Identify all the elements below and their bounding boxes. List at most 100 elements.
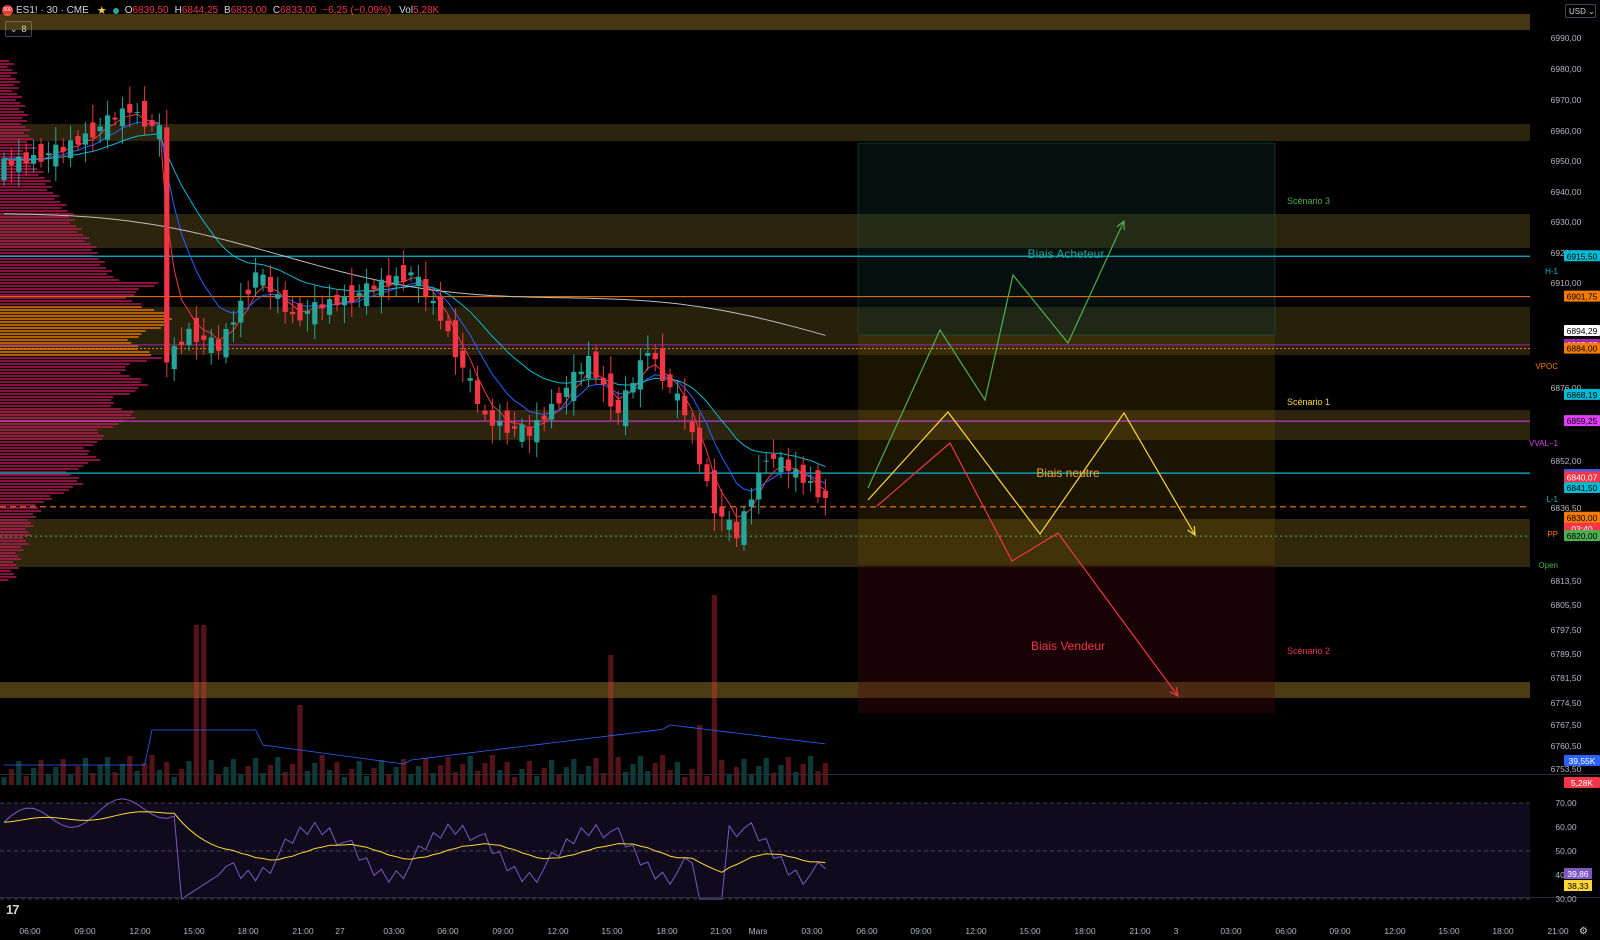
profile-bar xyxy=(0,129,31,131)
profile-bar xyxy=(0,252,98,254)
volume-bar xyxy=(430,773,436,785)
candle-body xyxy=(423,278,429,297)
candle-body xyxy=(245,289,251,295)
profile-bar xyxy=(0,204,67,206)
ema-slow-line xyxy=(3,133,826,468)
candle-body xyxy=(223,328,229,358)
biais-acheteur-label: Biais Acheteur xyxy=(1028,247,1105,261)
time-tick-label: 09:00 xyxy=(1329,926,1351,936)
scenario-2-box xyxy=(858,565,1275,713)
profile-bar xyxy=(0,504,36,506)
bullish-scenario-path xyxy=(867,220,1125,489)
price-badge-label: 6884,00 xyxy=(1567,344,1598,354)
candle-body xyxy=(793,469,799,478)
time-tick-label: 03:00 xyxy=(383,926,405,936)
volume-bar xyxy=(201,625,207,785)
currency-label: USD xyxy=(1569,7,1586,16)
candle-body xyxy=(23,152,29,164)
volume-bar xyxy=(615,757,621,785)
profile-bar xyxy=(0,579,9,581)
profile-bar xyxy=(0,387,139,389)
candle-body xyxy=(297,303,303,321)
profile-bar xyxy=(0,141,28,143)
profile-bar xyxy=(0,135,29,137)
profile-bar xyxy=(0,84,14,86)
candles xyxy=(1,86,828,551)
symbol-logo[interactable]: 500 xyxy=(2,5,13,16)
gear-icon[interactable]: ⚙ xyxy=(1579,926,1588,937)
sma-long-line xyxy=(3,213,826,336)
time-tick-label: 12:00 xyxy=(965,926,987,936)
volume-bar xyxy=(586,766,592,785)
price-tick-label: 6797,50 xyxy=(1551,625,1582,635)
volume-bar xyxy=(423,758,429,785)
scenario-2-label: Scénario 2 xyxy=(1287,646,1330,656)
profile-bar xyxy=(0,426,113,428)
price-tick-label: 6950,00 xyxy=(1551,156,1582,166)
price-tick-label: 6781,50 xyxy=(1551,673,1582,683)
arrow-head xyxy=(1169,687,1179,698)
candle-body xyxy=(16,156,22,172)
profile-bar xyxy=(0,558,22,560)
candle-body xyxy=(349,285,355,303)
profile-bar xyxy=(0,291,136,293)
profile-bar xyxy=(0,120,27,122)
price-tick-label: 6805,50 xyxy=(1551,600,1582,610)
indicators-toggle[interactable]: ⌄ 8 xyxy=(5,21,32,37)
profile-bar xyxy=(0,258,99,260)
profile-bar xyxy=(0,438,103,440)
volume-bar xyxy=(578,774,584,785)
profile-bar xyxy=(0,342,132,344)
price-badge xyxy=(1564,388,1600,400)
volume-bar xyxy=(341,777,347,785)
profile-bar xyxy=(0,447,84,449)
volume-bar xyxy=(541,768,547,785)
time-tick-label: 15:00 xyxy=(183,926,205,936)
candle-body xyxy=(697,427,703,465)
level-label: VPOC xyxy=(1535,362,1558,371)
key-zone xyxy=(0,214,1530,248)
key-zone xyxy=(0,410,1530,440)
profile-bar xyxy=(0,534,32,536)
profile-bar xyxy=(0,243,91,245)
volume-bar xyxy=(571,759,577,785)
price-axis: 6990,00 6980,00 6970,00 6960,00 6950,00 6940,… xyxy=(0,20,1600,904)
volume-bar xyxy=(186,761,192,785)
volume-bar xyxy=(75,766,81,785)
candle-body xyxy=(149,120,155,126)
profile-bar xyxy=(0,363,130,365)
profile-bar xyxy=(0,516,36,518)
volume-bar xyxy=(600,773,606,785)
symbol-title[interactable]: ES1! · 30 · CME xyxy=(16,5,89,16)
candle-body xyxy=(186,328,192,346)
time-tick-label: 06:00 xyxy=(856,926,878,936)
currency-selector[interactable]: USD ⌄ xyxy=(1565,4,1596,18)
candle-body xyxy=(401,265,407,282)
volume-bar xyxy=(697,725,703,785)
volume-bar xyxy=(556,775,562,785)
rsi-tick-label: 50,00 xyxy=(1555,846,1577,856)
profile-bar xyxy=(0,321,165,323)
profile-bar xyxy=(0,282,159,284)
candle-body xyxy=(119,108,125,127)
profile-bar xyxy=(0,555,19,557)
candle-body xyxy=(623,390,629,427)
time-tick-label: 06:00 xyxy=(1275,926,1297,936)
candle-body xyxy=(600,377,606,385)
profile-bar xyxy=(0,333,142,335)
rsi-pane xyxy=(0,798,1530,900)
profile-bar xyxy=(0,303,142,305)
candle-body xyxy=(674,393,680,401)
profile-bar xyxy=(0,384,148,386)
profile-bar xyxy=(0,144,32,146)
profile-bar xyxy=(0,315,166,317)
profile-bar xyxy=(0,393,130,395)
profile-bar xyxy=(0,183,46,185)
candle-body xyxy=(711,470,717,514)
candle-body xyxy=(253,272,259,288)
star-icon[interactable]: ★ xyxy=(96,5,107,17)
tradingview-logo[interactable]: 17 xyxy=(6,902,20,917)
horizontal-levels xyxy=(0,255,1530,537)
profile-bar xyxy=(0,66,8,68)
